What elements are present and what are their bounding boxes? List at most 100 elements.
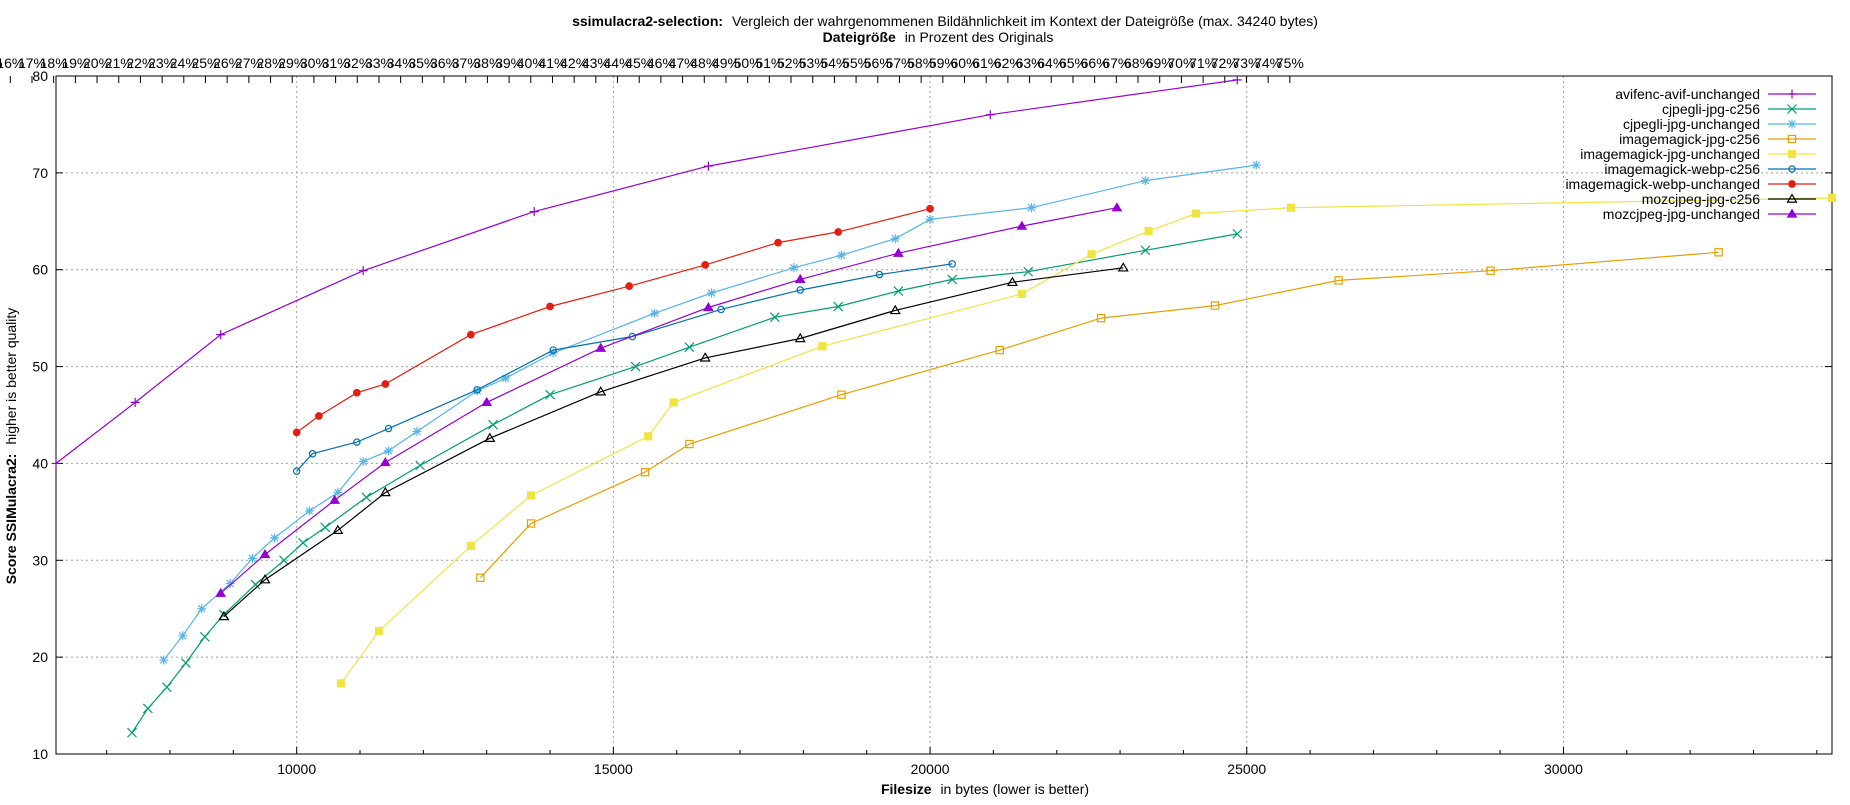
data-point [247, 553, 257, 563]
marker-cross [161, 682, 172, 693]
marker-plus [985, 110, 995, 120]
data-point [794, 273, 806, 284]
marker-filled-box [1144, 226, 1153, 236]
x2-tick-label: 29% [278, 55, 306, 71]
data-point [142, 703, 153, 714]
marker-plus [703, 161, 713, 171]
x2-tick-label: 38% [473, 55, 501, 71]
data-point [379, 486, 391, 497]
marker-box [995, 345, 1004, 355]
data-point [893, 286, 904, 296]
marker-cross [833, 301, 844, 312]
marker-circle [384, 424, 393, 433]
legend-item-imagemagick-webp-unchanged: imagemagick-webp-unchanged [1565, 176, 1816, 192]
data-point [130, 397, 140, 407]
x2-tick-label: 59% [929, 55, 957, 71]
x2-tick-label: 62% [994, 55, 1022, 71]
data-point [484, 432, 496, 442]
legend-marker [1787, 89, 1797, 99]
x2-tick-label: 72% [1211, 55, 1239, 71]
x2-tick-label: 43% [582, 55, 610, 71]
data-point [292, 467, 301, 475]
data-point [488, 419, 498, 430]
marker-star [225, 579, 235, 589]
data-point [259, 548, 271, 559]
x2-tick-label: 19% [61, 55, 89, 71]
data-point [259, 573, 271, 584]
marker-filled-box [336, 679, 346, 688]
legend-marker [1787, 104, 1797, 114]
marker-cross [279, 555, 289, 566]
data-point [501, 373, 511, 383]
marker-box [837, 390, 846, 399]
marker-cross [1787, 104, 1797, 114]
data-point [199, 631, 210, 642]
marker-star [650, 308, 660, 318]
x2-tick-label: 16% [0, 55, 24, 71]
x-tick-label: 25000 [1227, 761, 1266, 777]
series-line [479, 251, 1719, 579]
series-imagemagick-webp-unchanged [292, 204, 934, 437]
marker-filled-triangle [1786, 208, 1798, 218]
x2-tick-label: 39% [495, 55, 523, 71]
series-avifenc-avif-unchanged [51, 75, 1242, 468]
marker-triangle [259, 573, 271, 584]
marker-box [1096, 313, 1106, 323]
legend-label: imagemagick-jpg-unchanged [1580, 146, 1760, 162]
marker-filled-circle [625, 282, 634, 291]
data-point [890, 234, 900, 244]
data-point [358, 456, 368, 466]
x2-tick-label: 50% [734, 55, 762, 71]
data-point [1144, 226, 1153, 236]
x2-tick-label: 49% [712, 55, 740, 71]
x2-tick-label: 36% [430, 55, 458, 71]
data-point [476, 573, 485, 582]
legend-label: imagemagick-jpg-c256 [1619, 131, 1760, 147]
marker-filled-box [466, 541, 475, 550]
marker-star [1787, 119, 1797, 129]
legend-marker [1786, 193, 1798, 203]
x2-tick-label: 70% [1167, 55, 1195, 71]
data-point [308, 449, 317, 458]
x2-tick-label: 35% [408, 55, 436, 71]
data-point [161, 682, 172, 693]
data-point [381, 380, 390, 388]
data-point [836, 250, 846, 260]
data-point [1232, 228, 1243, 239]
data-point [336, 679, 346, 688]
x2-tick-label: 75% [1276, 55, 1304, 71]
marker-star [472, 386, 482, 396]
x-tick-label: 30000 [1544, 761, 1583, 777]
series-mozcjpeg-jpg-unchanged [215, 202, 1123, 597]
x2-tick-label: 37% [452, 55, 480, 71]
data-point [769, 312, 780, 323]
chart-title: ssimulacra2-selection: Vergleich der wah… [572, 13, 1318, 29]
data-point [703, 302, 714, 312]
marker-star [159, 655, 169, 665]
x2-tick-label: 63% [1016, 55, 1044, 71]
legend-label: mozcjpeg-jpg-c256 [1642, 191, 1760, 207]
legend-label: avifenc-avif-unchanged [1615, 86, 1760, 102]
x2-tick-label: 31% [322, 55, 350, 71]
x2-tick-label: 74% [1254, 55, 1282, 71]
legend-item-imagemagick-jpg-unchanged: imagemagick-jpg-unchanged [1580, 146, 1816, 162]
data-point [1111, 202, 1123, 212]
data-point [1017, 289, 1027, 299]
y-tick-label: 50 [32, 359, 48, 375]
data-point [1251, 160, 1261, 170]
data-point [699, 352, 711, 362]
data-point [279, 555, 289, 566]
marker-box [476, 573, 485, 582]
legend-item-imagemagick-jpg-c256: imagemagick-jpg-c256 [1619, 131, 1816, 147]
marker-filled-circle [381, 380, 390, 388]
marker-filled-box [669, 398, 678, 407]
data-point [834, 228, 843, 236]
marker-triangle [699, 352, 711, 362]
marker-filled-triangle [481, 396, 493, 407]
marker-triangle [595, 386, 607, 396]
data-point [546, 302, 554, 311]
data-point [466, 541, 475, 550]
marker-filled-circle [314, 412, 323, 420]
x2-tick-label: 67% [1102, 55, 1130, 71]
legend-marker [1788, 180, 1796, 188]
